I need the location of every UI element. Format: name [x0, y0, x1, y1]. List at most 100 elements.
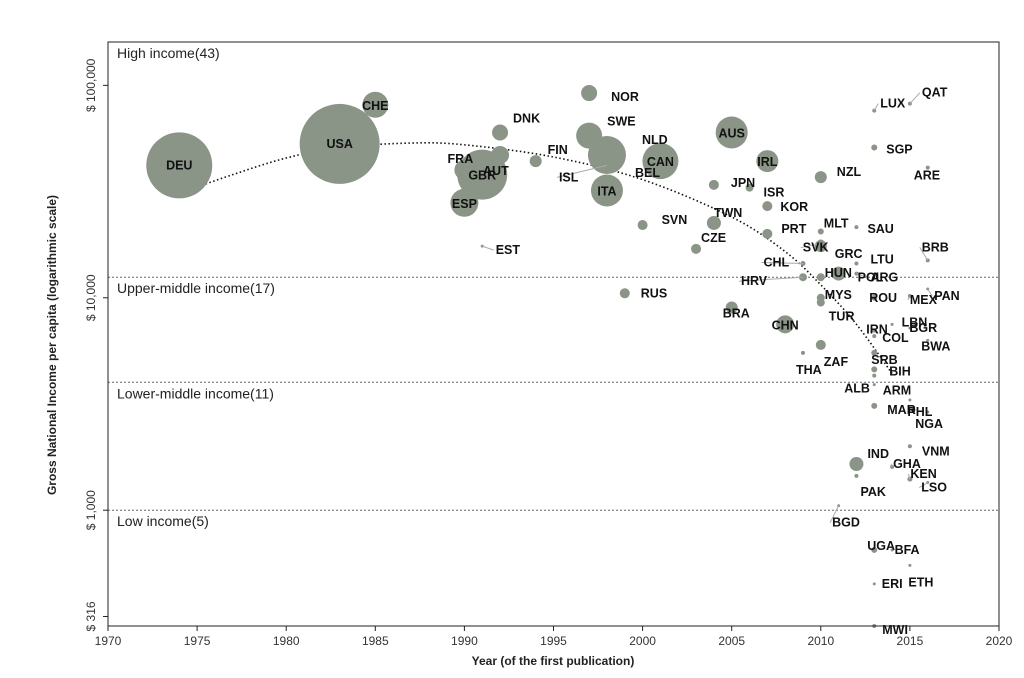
label-pol: POL — [858, 271, 884, 285]
bubble-lbn — [890, 322, 894, 326]
label-eri: ERI — [882, 577, 903, 591]
y-ticks: $ 316 $ 1,000 $ 10,000 $ 100,000 — [84, 58, 108, 631]
label-can: CAN — [647, 155, 674, 169]
bubble-fin — [529, 155, 542, 168]
leader-line — [907, 474, 911, 480]
leader-line — [918, 482, 928, 488]
label-swe: SWE — [607, 115, 635, 129]
bubble-fra — [454, 159, 475, 180]
bubble-zaf — [815, 339, 826, 350]
label-mlt: MLT — [824, 217, 849, 231]
bubble-tur — [816, 298, 825, 307]
label-jpn: JPN — [731, 176, 755, 190]
leader-line — [738, 276, 804, 282]
label-deu: DEU — [166, 158, 192, 172]
leader-line — [909, 92, 921, 105]
x-tick-label: 1975 — [184, 634, 211, 648]
bubble-isr — [745, 183, 754, 192]
band-labels: High income(43) Upper-middle income(17) Lo… — [117, 45, 275, 529]
x-ticks: 1970 1975 1980 1985 1990 1995 2000 2005 2010 2015… — [95, 626, 1013, 648]
label-are: ARE — [914, 169, 940, 183]
bubble-alb — [872, 373, 877, 378]
bubble-usa — [299, 103, 380, 184]
leader-line — [907, 295, 911, 301]
label-qat: QAT — [922, 86, 948, 100]
label-pak: PAK — [860, 485, 885, 499]
label-vnm: VNM — [922, 444, 950, 458]
bubble-arm — [872, 383, 876, 387]
label-nzl: NZL — [837, 165, 862, 179]
label-zaf: ZAF — [824, 355, 849, 369]
y-tick-label: $ 100,000 — [84, 58, 98, 112]
bubble-bfa — [890, 548, 894, 552]
label-bgr: BGR — [909, 321, 937, 335]
bubble-chn — [776, 315, 795, 334]
label-aus: AUS — [718, 126, 744, 140]
leader-line — [556, 164, 608, 178]
label-fin: FIN — [548, 143, 568, 157]
label-srb: SRB — [871, 353, 897, 367]
label-brb: BRB — [922, 240, 949, 254]
y-axis-title: Gross National Income per capita (logari… — [45, 195, 59, 495]
bubble-rou — [871, 294, 878, 301]
bubble-jpn — [708, 179, 719, 190]
bubble-can — [642, 143, 679, 180]
label-bra: BRA — [723, 306, 750, 320]
bubble-pak — [854, 473, 859, 478]
label-bel: BEL — [635, 166, 660, 180]
label-gbr: GBR — [468, 169, 496, 183]
bubble-col — [872, 334, 877, 339]
label-rus: RUS — [641, 286, 667, 300]
label-ltu: LTU — [870, 253, 893, 267]
label-nld: NLD — [642, 133, 668, 147]
label-est: EST — [496, 243, 521, 257]
bubble-swe — [576, 122, 603, 149]
label-rou: ROU — [869, 291, 897, 305]
label-gha: GHA — [893, 457, 921, 471]
leader-line — [919, 247, 929, 261]
label-mar: MAR — [887, 403, 915, 417]
leader-line — [829, 505, 840, 523]
label-svk: SVK — [803, 241, 829, 255]
label-ken: KEN — [910, 467, 936, 481]
leader-line — [800, 243, 821, 249]
label-nga: NGA — [915, 417, 943, 431]
y-tick-label: $ 10,000 — [84, 274, 98, 321]
label-lux: LUX — [880, 97, 906, 111]
x-tick-label: 1970 — [95, 634, 122, 648]
leaders — [482, 92, 933, 523]
label-pan: PAN — [934, 289, 959, 303]
bubble-mlt — [817, 228, 824, 235]
bubble-bel — [594, 149, 619, 174]
leader-line — [890, 463, 893, 467]
label-isr: ISR — [764, 186, 785, 200]
label-lso: LSO — [921, 481, 947, 495]
bubble-vnm — [907, 444, 912, 449]
label-phl: PHL — [907, 405, 932, 419]
label-col: COL — [882, 331, 909, 345]
bubble-are — [925, 165, 930, 170]
leader-line — [873, 103, 879, 111]
band-label: Lower-middle income(11) — [117, 385, 274, 401]
label-ind: IND — [867, 447, 889, 461]
label-nor: NOR — [611, 90, 639, 104]
label-bih: BIH — [889, 364, 911, 378]
label-eth: ETH — [908, 575, 933, 589]
bubble-rus — [619, 288, 630, 299]
x-tick-label: 2005 — [718, 634, 745, 648]
bubble-ita — [590, 174, 623, 207]
x-tick-label: 1990 — [451, 634, 478, 648]
bubble-nor — [581, 85, 598, 102]
label-tur: TUR — [829, 310, 855, 324]
x-axis-title: Year (of the first publication) — [472, 654, 635, 668]
bubble-pol — [831, 266, 846, 281]
band-label: High income(43) — [117, 45, 220, 61]
label-cze: CZE — [701, 231, 726, 245]
label-grc: GRC — [835, 247, 863, 261]
bubble-uga — [871, 546, 878, 553]
bubble-aus — [715, 116, 748, 149]
label-lbn: LBN — [902, 315, 928, 329]
label-bwa: BWA — [921, 339, 950, 353]
bubble-esp — [450, 188, 479, 217]
